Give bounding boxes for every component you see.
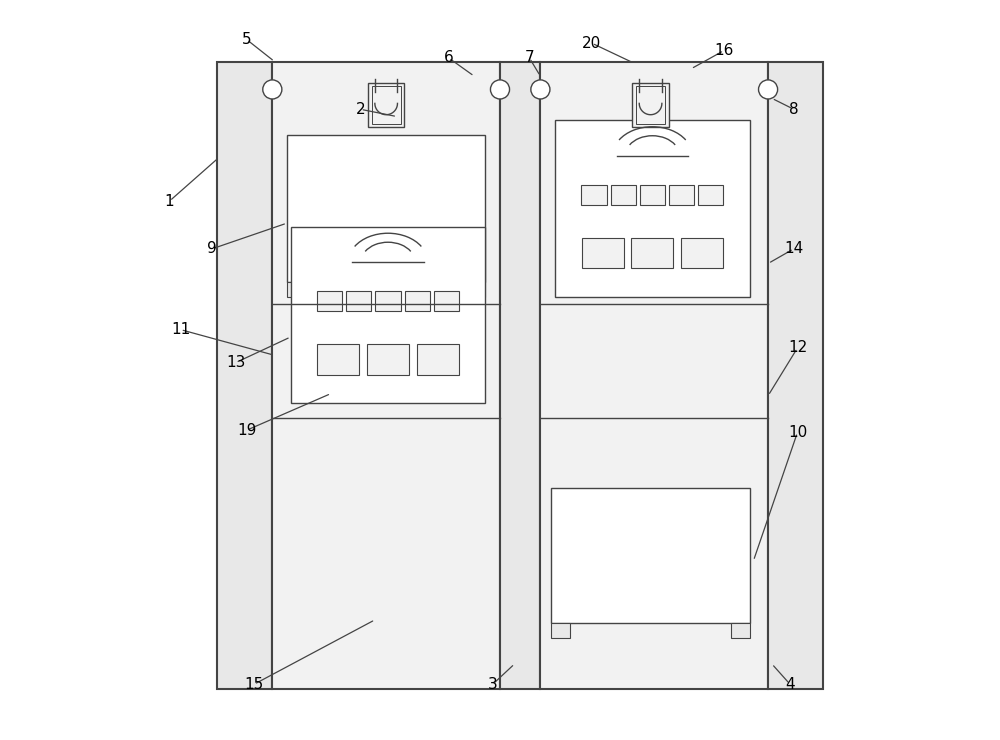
Bar [368, 83, 404, 127]
Text: 1: 1 [165, 194, 174, 209]
Bar [631, 238, 673, 269]
Bar [417, 344, 459, 375]
Bar [698, 184, 723, 205]
Bar [555, 121, 750, 297]
Bar [551, 488, 750, 623]
Text: 2: 2 [356, 102, 365, 117]
Text: 3: 3 [488, 677, 498, 692]
Bar [467, 282, 485, 297]
Text: 7: 7 [525, 50, 534, 65]
Bar [768, 61, 823, 690]
Bar [669, 184, 694, 205]
Bar [405, 291, 430, 312]
Bar [540, 61, 768, 690]
Bar [434, 291, 459, 312]
Bar [632, 83, 669, 127]
Bar [500, 61, 540, 690]
Bar [217, 61, 272, 690]
Text: 4: 4 [785, 677, 795, 692]
Bar [375, 291, 401, 312]
Bar [291, 226, 485, 403]
Text: 15: 15 [244, 677, 264, 692]
Text: 11: 11 [171, 322, 190, 337]
Bar [581, 184, 607, 205]
Bar [636, 87, 665, 124]
Bar [367, 344, 409, 375]
Text: 16: 16 [714, 43, 734, 58]
Bar [611, 184, 636, 205]
Bar [582, 238, 624, 269]
Text: 13: 13 [226, 355, 245, 370]
Text: 19: 19 [237, 423, 256, 438]
Bar [287, 282, 305, 297]
Bar [731, 623, 750, 638]
Bar [551, 623, 570, 638]
Bar [346, 291, 371, 312]
Bar [317, 291, 342, 312]
Text: 6: 6 [444, 50, 453, 65]
Text: 8: 8 [789, 102, 799, 117]
Text: 10: 10 [788, 425, 807, 440]
Bar [287, 135, 485, 282]
Text: 5: 5 [242, 32, 251, 47]
Circle shape [490, 80, 510, 99]
Bar [272, 61, 500, 690]
Text: 12: 12 [788, 340, 807, 355]
Bar [317, 344, 359, 375]
Circle shape [759, 80, 778, 99]
Circle shape [531, 80, 550, 99]
Text: 20: 20 [582, 36, 601, 50]
Circle shape [263, 80, 282, 99]
Bar [681, 238, 723, 269]
Bar [640, 184, 665, 205]
Text: 9: 9 [207, 241, 217, 256]
Bar [372, 87, 401, 124]
Text: 14: 14 [784, 241, 803, 256]
